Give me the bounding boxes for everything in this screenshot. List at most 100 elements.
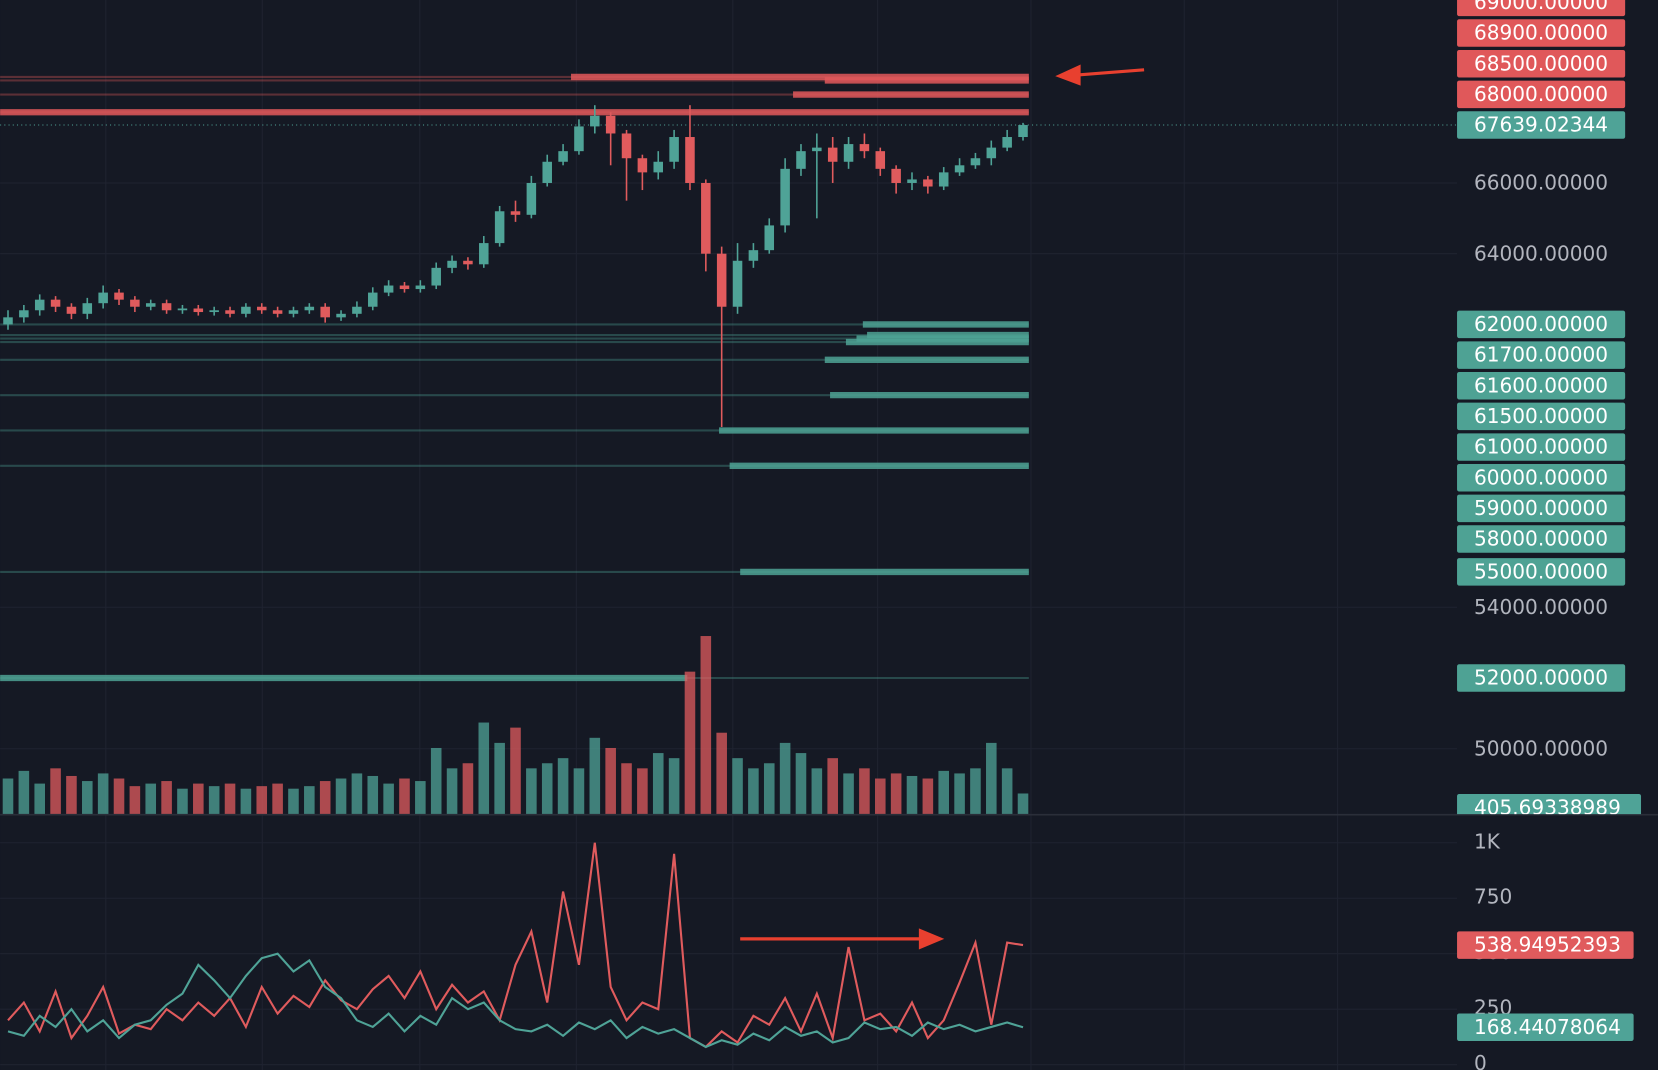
volume-bar bbox=[351, 773, 363, 815]
candle-body bbox=[701, 182, 711, 254]
candle-body bbox=[748, 250, 759, 261]
candle-body bbox=[209, 310, 219, 313]
volume-bar bbox=[684, 671, 696, 815]
volume-bar bbox=[906, 775, 918, 815]
price-tag-label: 68900.00000 bbox=[1474, 21, 1608, 45]
price-tag-label: 67639.02344 bbox=[1474, 113, 1608, 137]
volume-bar bbox=[732, 758, 743, 815]
candle-body bbox=[415, 285, 426, 290]
volume-bar bbox=[193, 783, 204, 815]
volume-bar bbox=[922, 778, 934, 815]
y-tick-label: 66000.00000 bbox=[1474, 171, 1608, 195]
volume-bar bbox=[970, 768, 981, 815]
grid bbox=[0, 0, 1458, 1070]
volume-bar bbox=[161, 781, 172, 815]
candle-body bbox=[970, 158, 981, 166]
volume-bar bbox=[224, 783, 236, 815]
price-tag bbox=[1457, 525, 1626, 553]
indicator bbox=[7, 842, 1024, 1049]
candle-body bbox=[542, 161, 552, 183]
candle-body bbox=[177, 308, 188, 311]
volume-bar bbox=[494, 742, 505, 815]
candle-body bbox=[352, 306, 362, 314]
candle-body bbox=[907, 179, 917, 183]
order-levels bbox=[0, 73, 1029, 682]
price-tag bbox=[1457, 433, 1626, 461]
price-tag-label: 61500.00000 bbox=[1474, 404, 1608, 428]
volume-bar bbox=[113, 778, 125, 815]
volume-bar bbox=[240, 788, 252, 815]
y-tick-label: 50000.00000 bbox=[1474, 736, 1608, 760]
price-tag bbox=[1457, 664, 1626, 692]
candle-body bbox=[145, 303, 156, 307]
price-tag-label: 59000.00000 bbox=[1474, 496, 1608, 520]
volume-bar bbox=[811, 768, 823, 815]
candle-body bbox=[938, 172, 949, 187]
candle-body bbox=[954, 165, 965, 173]
candle-body bbox=[3, 317, 13, 325]
candle-body bbox=[19, 310, 29, 318]
candle-body bbox=[1002, 137, 1012, 148]
price-tag-label: 62000.00000 bbox=[1474, 312, 1608, 336]
volume-bar bbox=[874, 778, 886, 815]
price-tag bbox=[1457, 494, 1626, 523]
volume-bar bbox=[589, 737, 601, 815]
price-tag bbox=[1457, 0, 1626, 17]
candle-body bbox=[66, 306, 77, 314]
price-tag-label: 60000.00000 bbox=[1474, 465, 1608, 489]
candle-body bbox=[225, 310, 235, 314]
volume-bar bbox=[573, 768, 585, 815]
price-tag-label: 68500.00000 bbox=[1474, 51, 1608, 75]
indicator-line bbox=[7, 842, 1024, 1049]
price-tag-label: 68000.00000 bbox=[1474, 82, 1608, 106]
annotation-arrow bbox=[740, 928, 945, 950]
volume-bar bbox=[668, 758, 680, 815]
candle-body bbox=[859, 144, 870, 152]
volume-bar bbox=[859, 768, 870, 815]
indicator-line bbox=[7, 952, 1024, 1049]
candle-body bbox=[130, 299, 140, 307]
candle-body bbox=[1018, 125, 1028, 138]
volume-tag bbox=[1457, 794, 1642, 815]
candle-body bbox=[98, 292, 108, 304]
price-tag bbox=[1457, 49, 1626, 78]
volume-bar bbox=[1017, 793, 1029, 815]
candle-body bbox=[923, 179, 933, 187]
candle-body bbox=[843, 144, 854, 162]
volume-bar bbox=[652, 753, 664, 815]
candle-body bbox=[368, 292, 378, 307]
candle-body bbox=[891, 168, 901, 183]
candle-body bbox=[637, 158, 648, 173]
price-tag bbox=[1457, 463, 1626, 492]
candle-body bbox=[875, 151, 886, 169]
candle-body bbox=[716, 253, 727, 307]
volume-bar bbox=[367, 775, 379, 815]
price-tag-label: 69000.00000 bbox=[1474, 0, 1608, 14]
candle-body bbox=[34, 299, 45, 311]
volume-bar bbox=[510, 727, 521, 815]
candle-body bbox=[241, 306, 251, 314]
candle-body bbox=[685, 137, 695, 183]
volume-bar bbox=[557, 758, 569, 815]
volume-bar bbox=[288, 788, 299, 815]
y-tick-label: 54000.00000 bbox=[1474, 595, 1608, 619]
candle-body bbox=[510, 211, 521, 215]
volume-bar bbox=[526, 768, 537, 815]
volume-bar bbox=[129, 786, 141, 815]
candle-body bbox=[383, 285, 394, 293]
price-tag-label: 61000.00000 bbox=[1474, 435, 1608, 459]
volume-bar bbox=[748, 768, 759, 815]
candle-body bbox=[621, 133, 632, 159]
y-tick-label: 1K bbox=[1474, 829, 1501, 853]
candle-body bbox=[447, 260, 457, 268]
value-tag bbox=[1457, 931, 1634, 959]
candle-body bbox=[986, 147, 997, 159]
candle-body bbox=[336, 313, 346, 318]
candle-body bbox=[272, 310, 283, 314]
volume-bar bbox=[954, 773, 965, 815]
volume-bar bbox=[82, 781, 93, 815]
candles bbox=[0, 105, 1458, 427]
volume-bar bbox=[383, 783, 394, 815]
price-tag bbox=[1457, 402, 1626, 431]
